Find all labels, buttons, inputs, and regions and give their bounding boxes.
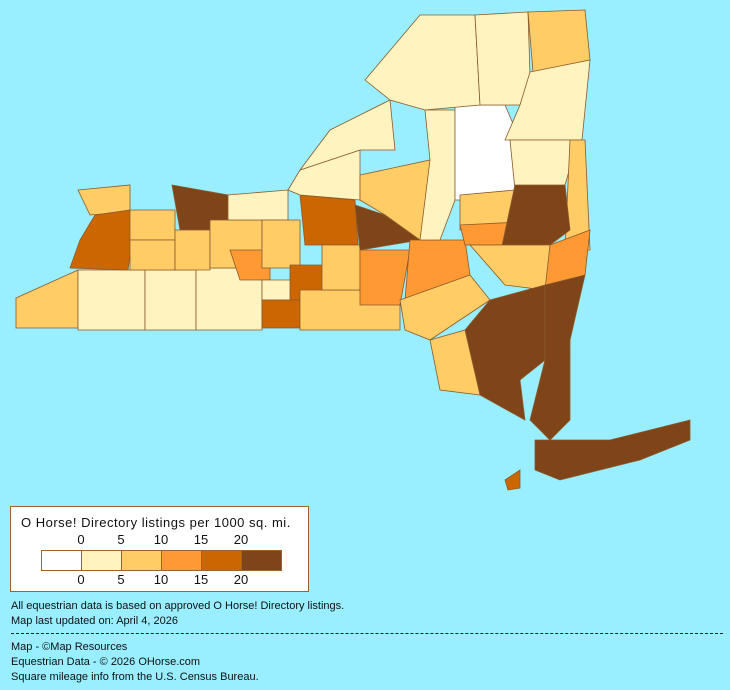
tick: 20 xyxy=(233,532,249,547)
county-region[interactable] xyxy=(261,299,301,329)
county-region[interactable] xyxy=(454,104,521,201)
legend-swatch xyxy=(242,551,281,570)
county-region[interactable] xyxy=(429,329,481,396)
new-york-county-map xyxy=(15,9,691,491)
data-credit: Equestrian Data - © 2026 OHorse.com xyxy=(11,656,201,668)
tick: 0 xyxy=(77,532,85,547)
tick: 5 xyxy=(117,572,125,587)
county-region[interactable] xyxy=(364,14,481,111)
county-region[interactable] xyxy=(504,469,521,491)
county-region[interactable] xyxy=(129,209,176,241)
tick: 15 xyxy=(193,572,209,587)
county-region[interactable] xyxy=(359,249,411,306)
county-region[interactable] xyxy=(534,419,691,481)
county-region[interactable] xyxy=(529,274,586,441)
county-region[interactable] xyxy=(499,184,571,256)
county-region[interactable] xyxy=(144,269,197,331)
county-region[interactable] xyxy=(129,239,176,271)
county-region[interactable] xyxy=(174,229,211,271)
legend-swatch xyxy=(42,551,82,570)
tick: 10 xyxy=(153,572,169,587)
legend: O Horse! Directory listings per 1000 sq.… xyxy=(10,506,309,592)
county-region[interactable] xyxy=(299,194,359,246)
legend-color-scale xyxy=(41,550,282,571)
tick: 10 xyxy=(153,532,169,547)
county-region[interactable] xyxy=(15,269,79,329)
data-note: All equestrian data is based on approved… xyxy=(11,600,345,612)
county-region[interactable] xyxy=(464,284,546,421)
county-region[interactable] xyxy=(69,209,133,271)
tick: 0 xyxy=(77,572,85,587)
county-region[interactable] xyxy=(298,99,396,171)
legend-swatch xyxy=(122,551,162,570)
county-region[interactable] xyxy=(321,244,361,291)
divider xyxy=(11,633,723,634)
tick: 20 xyxy=(233,572,249,587)
tick: 15 xyxy=(193,532,209,547)
county-region[interactable] xyxy=(77,269,146,331)
last-updated: Map last updated on: April 4, 2026 xyxy=(11,615,178,627)
map-credit: Map - ©Map Resources xyxy=(11,641,128,653)
legend-swatch xyxy=(202,551,242,570)
county-region[interactable] xyxy=(77,184,131,216)
tick: 5 xyxy=(117,532,125,547)
county-region[interactable] xyxy=(469,244,551,291)
county-region[interactable] xyxy=(227,189,289,221)
census-credit: Square mileage info from the U.S. Census… xyxy=(11,671,259,683)
county-region[interactable] xyxy=(261,219,301,269)
legend-swatch xyxy=(82,551,122,570)
legend-title: O Horse! Directory listings per 1000 sq.… xyxy=(21,515,291,530)
legend-swatch xyxy=(162,551,202,570)
county-region[interactable] xyxy=(399,274,491,341)
county-region[interactable] xyxy=(474,11,531,106)
